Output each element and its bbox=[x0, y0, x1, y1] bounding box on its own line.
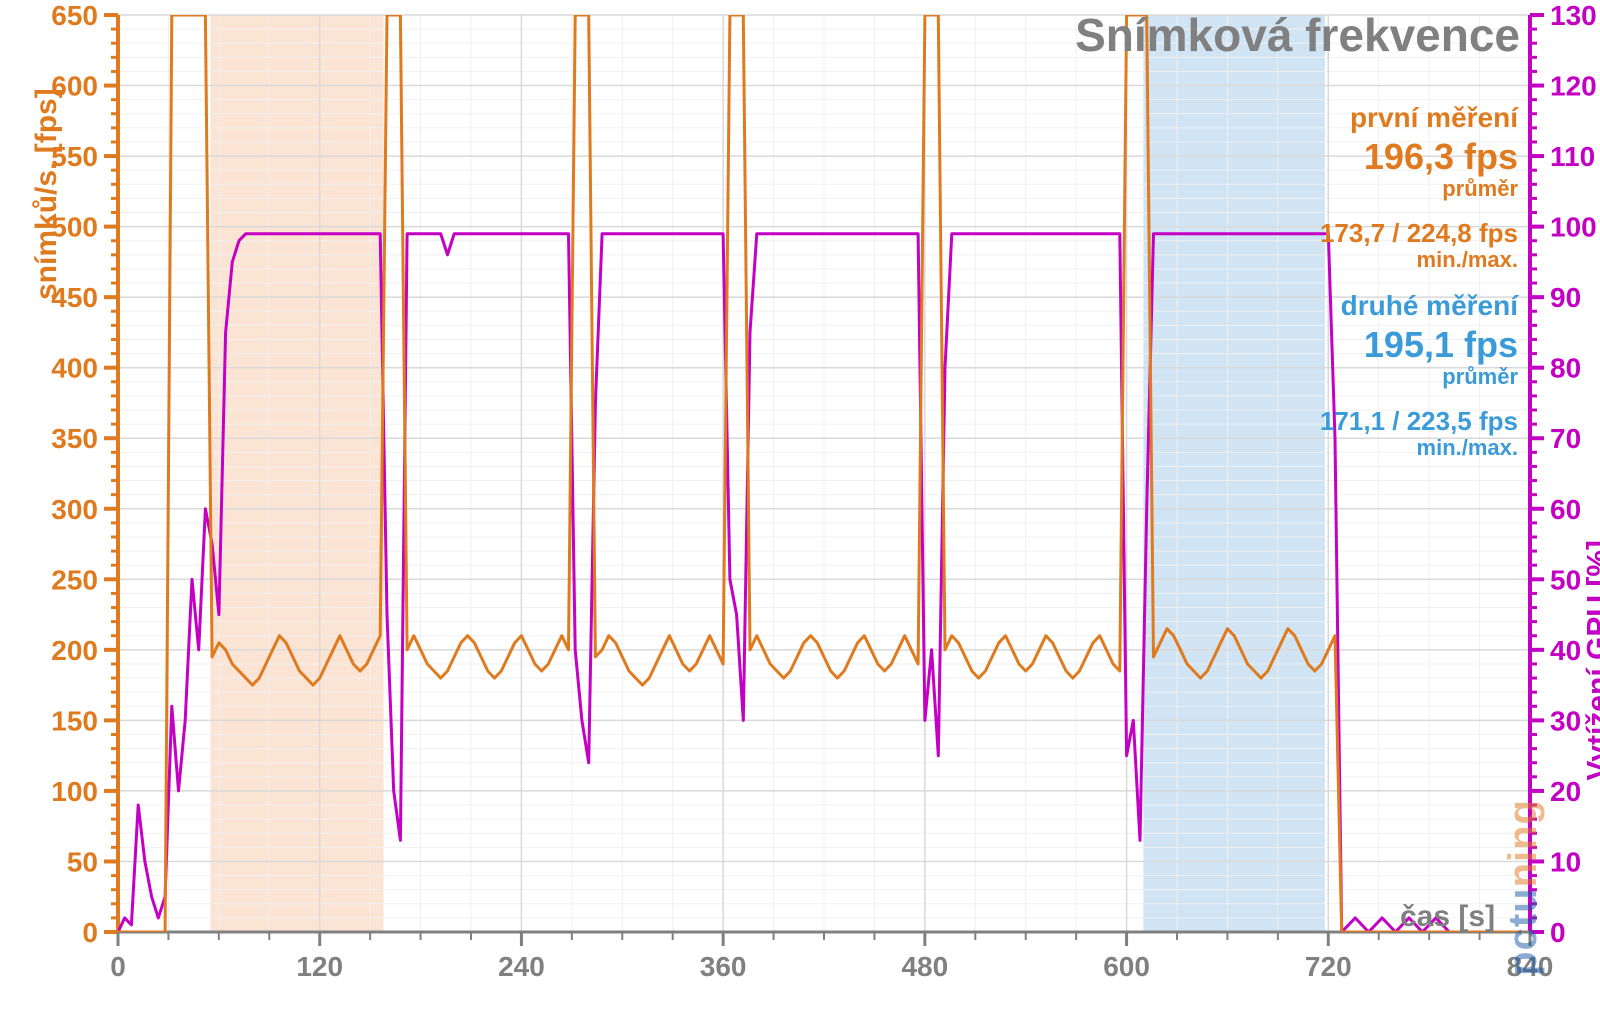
svg-text:120: 120 bbox=[296, 951, 343, 982]
svg-text:600: 600 bbox=[51, 71, 98, 102]
svg-text:0: 0 bbox=[82, 917, 98, 948]
svg-text:40: 40 bbox=[1550, 635, 1581, 666]
svg-text:150: 150 bbox=[51, 705, 98, 736]
svg-text:200: 200 bbox=[51, 635, 98, 666]
svg-text:650: 650 bbox=[51, 0, 98, 31]
svg-text:50: 50 bbox=[1550, 564, 1581, 595]
svg-text:0: 0 bbox=[110, 951, 126, 982]
svg-text:10: 10 bbox=[1550, 846, 1581, 877]
svg-text:550: 550 bbox=[51, 141, 98, 172]
svg-text:600: 600 bbox=[1103, 951, 1150, 982]
svg-text:840: 840 bbox=[1507, 951, 1554, 982]
svg-text:480: 480 bbox=[901, 951, 948, 982]
svg-text:360: 360 bbox=[700, 951, 747, 982]
svg-text:30: 30 bbox=[1550, 705, 1581, 736]
svg-text:70: 70 bbox=[1550, 423, 1581, 454]
svg-text:20: 20 bbox=[1550, 776, 1581, 807]
svg-text:240: 240 bbox=[498, 951, 545, 982]
chart-wrapper: 0501001502002503003504004505005506006500… bbox=[0, 0, 1600, 1009]
svg-text:0: 0 bbox=[1550, 917, 1566, 948]
svg-text:50: 50 bbox=[67, 846, 98, 877]
svg-text:80: 80 bbox=[1550, 353, 1581, 384]
svg-text:90: 90 bbox=[1550, 282, 1581, 313]
svg-text:300: 300 bbox=[51, 494, 98, 525]
svg-text:60: 60 bbox=[1550, 494, 1581, 525]
svg-text:100: 100 bbox=[51, 776, 98, 807]
chart-svg: 0501001502002503003504004505005506006500… bbox=[0, 0, 1600, 1009]
svg-text:100: 100 bbox=[1550, 212, 1597, 243]
svg-text:350: 350 bbox=[51, 423, 98, 454]
svg-text:720: 720 bbox=[1305, 951, 1352, 982]
svg-text:130: 130 bbox=[1550, 0, 1597, 31]
svg-text:120: 120 bbox=[1550, 71, 1597, 102]
svg-text:400: 400 bbox=[51, 353, 98, 384]
svg-text:250: 250 bbox=[51, 564, 98, 595]
svg-text:110: 110 bbox=[1550, 141, 1595, 172]
svg-text:500: 500 bbox=[51, 212, 98, 243]
svg-text:450: 450 bbox=[51, 282, 98, 313]
